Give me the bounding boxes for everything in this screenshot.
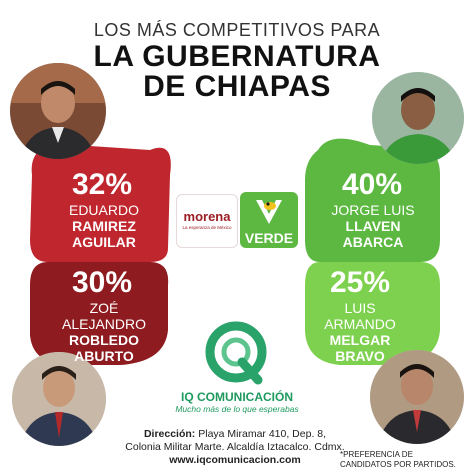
- candidate-1-name-2: RAMIREZ: [72, 218, 136, 234]
- morena-logo-text: morena: [183, 209, 231, 224]
- candidate-3-name-2: LLAVEN: [345, 218, 401, 234]
- title-line-2: LA GUBERNATURA: [93, 40, 381, 73]
- candidate-3-name-1: JORGE LUIS: [331, 202, 415, 218]
- candidate-2-name-3: ROBLEDO: [69, 332, 139, 348]
- person-4-icon: [370, 350, 464, 444]
- candidate-1-percent: 32%: [71, 168, 133, 201]
- candidate-2-photo: [12, 352, 106, 446]
- morena-logo: morena La esperanza de México: [176, 194, 238, 248]
- brand-tagline: Mucho más de lo que esperabas: [175, 404, 299, 414]
- candidate-4-name-3: MELGAR: [329, 332, 391, 348]
- candidate-3-shape: [305, 138, 440, 262]
- brand-name: IQ COMUNICACIÓN: [181, 390, 293, 404]
- candidate-2-name-1: ZOÉ: [89, 300, 119, 316]
- footer-line-2: Colonia Militar Marte. Alcaldía Iztacalc…: [125, 441, 345, 453]
- candidate-1-name-3: AGUILAR: [72, 234, 136, 250]
- candidate-4-name-4: BRAVO: [335, 348, 385, 364]
- title-line-1: LOS MÁS COMPETITIVOS PARA: [93, 20, 381, 40]
- candidate-2-name-4: ABURTO: [74, 348, 134, 364]
- candidate-1-name-1: EDUARDO: [68, 202, 139, 218]
- candidate-4-shape: [305, 262, 440, 365]
- person-1-icon: [10, 63, 106, 159]
- candidate-3-photo: [372, 72, 464, 164]
- person-3-icon: [372, 72, 464, 164]
- verde-logo-text: VERDE: [244, 230, 294, 246]
- preference-note: *PREFERENCIA DE CANDIDATOS POR PARTIDOS.: [340, 450, 470, 470]
- footer-address: Dirección: Playa Miramar 410, Dep. 8, Co…: [100, 428, 370, 467]
- title-line-3: DE CHIAPAS: [143, 70, 331, 103]
- candidate-2-percent: 30%: [71, 266, 133, 299]
- candidate-1-photo: [10, 63, 106, 159]
- toucan-icon: [256, 200, 282, 224]
- note-line-2: CANDIDATOS POR PARTIDOS.: [340, 460, 456, 469]
- candidate-2-shape: [30, 262, 169, 365]
- candidate-4-photo: [370, 350, 464, 444]
- candidate-4-percent: 25%: [329, 266, 391, 299]
- person-2-icon: [12, 352, 106, 446]
- footer-website[interactable]: www.iqcomunicacion.com: [169, 454, 301, 466]
- footer-label: Dirección:: [143, 428, 196, 440]
- footer-line-1: Playa Miramar 410, Dep. 8,: [198, 428, 327, 440]
- candidate-1-shape: [30, 142, 171, 262]
- candidate-4-name-1: LUIS: [344, 300, 376, 316]
- candidate-2-name-2: ALEJANDRO: [61, 316, 147, 332]
- note-line-1: *PREFERENCIA DE: [340, 450, 413, 459]
- iq-logo-icon: [205, 321, 267, 385]
- candidate-3-percent: 40%: [341, 168, 403, 201]
- candidate-4-name-2: ARMANDO: [324, 316, 396, 332]
- morena-logo-subtitle: La esperanza de México: [182, 225, 232, 230]
- candidate-3-name-3: ABARCA: [342, 234, 404, 250]
- verde-logo: VERDE: [240, 192, 298, 248]
